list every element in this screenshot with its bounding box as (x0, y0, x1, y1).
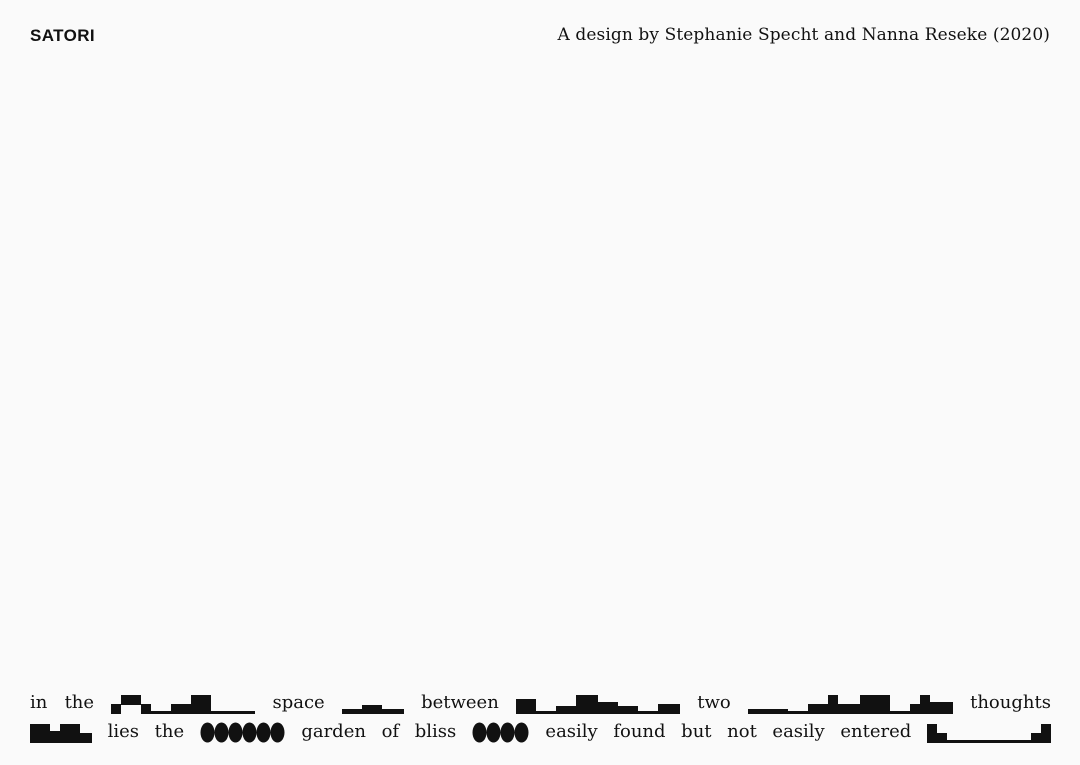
poem-line-1: in the space between two t (30, 688, 1051, 714)
oval-chain-glyph (472, 722, 529, 743)
poem-word: not (727, 721, 757, 742)
poem-word: space (272, 692, 325, 713)
brand-logo: SATORI (30, 26, 96, 45)
poem-word: two (697, 692, 731, 713)
poem-word: easily (772, 721, 825, 742)
poem-word: the (154, 721, 185, 742)
step-pattern-glyph (111, 695, 256, 714)
poem-word: lies (107, 721, 140, 742)
poem-word: entered (840, 721, 912, 742)
oval-chain-glyph (200, 722, 285, 743)
poem-word: thoughts (970, 692, 1051, 713)
step-pattern-glyph (341, 705, 404, 714)
poem-word: of (381, 721, 400, 742)
step-pattern-glyph (516, 695, 681, 714)
poem-word: easily (545, 721, 598, 742)
poem-word: bliss (414, 721, 457, 742)
design-credit: A design by Stephanie Specht and Nanna R… (557, 25, 1050, 45)
poem-word: between (421, 692, 499, 713)
poem-word: garden (301, 721, 366, 742)
poem-word: the (64, 692, 95, 713)
bracket-glyph (926, 724, 1051, 743)
step-pattern-glyph (30, 724, 92, 743)
poem-line-2: lies the garden of bliss easily found bu… (30, 717, 1051, 743)
step-pattern-glyph (747, 695, 953, 714)
poem-word: but (681, 721, 712, 742)
poem-word: in (30, 692, 48, 713)
poem-word: found (613, 721, 666, 742)
